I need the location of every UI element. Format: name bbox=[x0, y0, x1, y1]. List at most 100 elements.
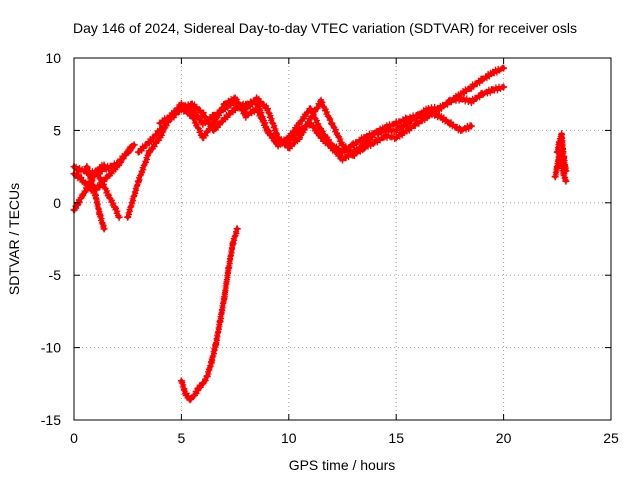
data-point bbox=[115, 160, 123, 168]
data-point bbox=[317, 126, 325, 134]
data-point bbox=[83, 184, 91, 192]
x-tick-label: 20 bbox=[496, 430, 512, 446]
series-line bbox=[125, 66, 506, 220]
data-point bbox=[199, 134, 207, 142]
data-point bbox=[478, 90, 486, 98]
grid-lines bbox=[74, 58, 611, 420]
data-point bbox=[253, 95, 261, 103]
y-tick-label: -10 bbox=[41, 340, 61, 356]
data-point bbox=[134, 148, 142, 156]
series-track-11 bbox=[551, 147, 570, 185]
plus-markers bbox=[71, 141, 138, 179]
data-point bbox=[317, 97, 325, 105]
data-point bbox=[128, 142, 136, 150]
y-tick-label: -15 bbox=[41, 412, 61, 428]
data-point bbox=[109, 167, 117, 175]
x-axis-ticks: 0 5 10 15 20 25 bbox=[70, 58, 619, 446]
data-point bbox=[212, 341, 220, 349]
y-tick-label: 5 bbox=[53, 122, 61, 138]
data-point bbox=[467, 122, 475, 130]
data-point bbox=[190, 391, 198, 399]
data-point bbox=[220, 105, 228, 113]
data-point bbox=[124, 213, 132, 221]
data-point bbox=[446, 97, 454, 105]
data-point bbox=[403, 126, 411, 134]
data-point bbox=[558, 131, 566, 139]
data-point bbox=[551, 173, 559, 181]
series-track-9 bbox=[177, 225, 241, 404]
data-point bbox=[177, 100, 185, 108]
data-point bbox=[91, 192, 99, 200]
data-point bbox=[177, 377, 185, 385]
data-point bbox=[156, 126, 164, 134]
x-tick-label: 15 bbox=[388, 430, 404, 446]
data-point bbox=[414, 112, 422, 120]
data-point bbox=[210, 119, 218, 127]
data-point bbox=[74, 165, 82, 173]
data-point bbox=[210, 112, 218, 120]
data-point bbox=[371, 129, 379, 137]
data-point bbox=[242, 112, 250, 120]
x-axis-label: GPS time / hours bbox=[289, 457, 396, 473]
data-point bbox=[555, 148, 563, 156]
data-point bbox=[381, 132, 389, 140]
data-point bbox=[253, 105, 261, 113]
data-point bbox=[457, 126, 465, 134]
data-point bbox=[392, 119, 400, 127]
data-point bbox=[156, 119, 164, 127]
data-point bbox=[435, 105, 443, 113]
data-point bbox=[199, 380, 207, 388]
data-point bbox=[274, 141, 282, 149]
data-point bbox=[403, 115, 411, 123]
data-point bbox=[231, 105, 239, 113]
data-point bbox=[83, 163, 91, 171]
data-point bbox=[360, 134, 368, 142]
data-point bbox=[96, 164, 104, 172]
data-point bbox=[87, 177, 95, 185]
data-point bbox=[328, 119, 336, 127]
data-point bbox=[98, 177, 106, 185]
data-point bbox=[188, 105, 196, 113]
data-point bbox=[435, 112, 443, 120]
data-point bbox=[156, 134, 164, 142]
data-point bbox=[489, 86, 497, 94]
data-point bbox=[242, 105, 250, 113]
data-point bbox=[111, 203, 119, 211]
data-point bbox=[76, 174, 84, 182]
data-point bbox=[285, 137, 293, 145]
data-point bbox=[231, 97, 239, 105]
data-point bbox=[553, 163, 561, 171]
data-point bbox=[446, 119, 454, 127]
data-point bbox=[96, 210, 104, 218]
plus-markers bbox=[124, 64, 507, 221]
data-point bbox=[182, 390, 190, 398]
data-point bbox=[199, 119, 207, 127]
data-point bbox=[296, 119, 304, 127]
data-point bbox=[467, 83, 475, 91]
data-point bbox=[195, 384, 203, 392]
series-track-4 bbox=[83, 163, 108, 233]
data-point bbox=[145, 148, 153, 156]
data-point bbox=[263, 105, 271, 113]
y-axis-label: SDTVAR / TECUs bbox=[6, 183, 22, 295]
y-tick-label: -5 bbox=[49, 267, 62, 283]
x-tick-label: 25 bbox=[603, 430, 619, 446]
data-point bbox=[220, 115, 228, 123]
series-track-8 bbox=[156, 83, 508, 159]
data-point bbox=[102, 174, 110, 182]
data-point bbox=[360, 144, 368, 152]
data-point bbox=[274, 134, 282, 142]
data-point bbox=[467, 97, 475, 105]
data-point bbox=[555, 138, 563, 146]
data-point bbox=[203, 373, 211, 381]
data-point bbox=[91, 167, 99, 175]
data-point bbox=[199, 109, 207, 117]
data-point bbox=[306, 115, 314, 123]
data-point bbox=[371, 138, 379, 146]
data-point bbox=[562, 177, 570, 185]
data-point bbox=[216, 318, 224, 326]
data-point bbox=[424, 112, 432, 120]
data-point bbox=[339, 148, 346, 156]
x-tick-label: 5 bbox=[178, 430, 186, 446]
data-series bbox=[70, 64, 570, 404]
